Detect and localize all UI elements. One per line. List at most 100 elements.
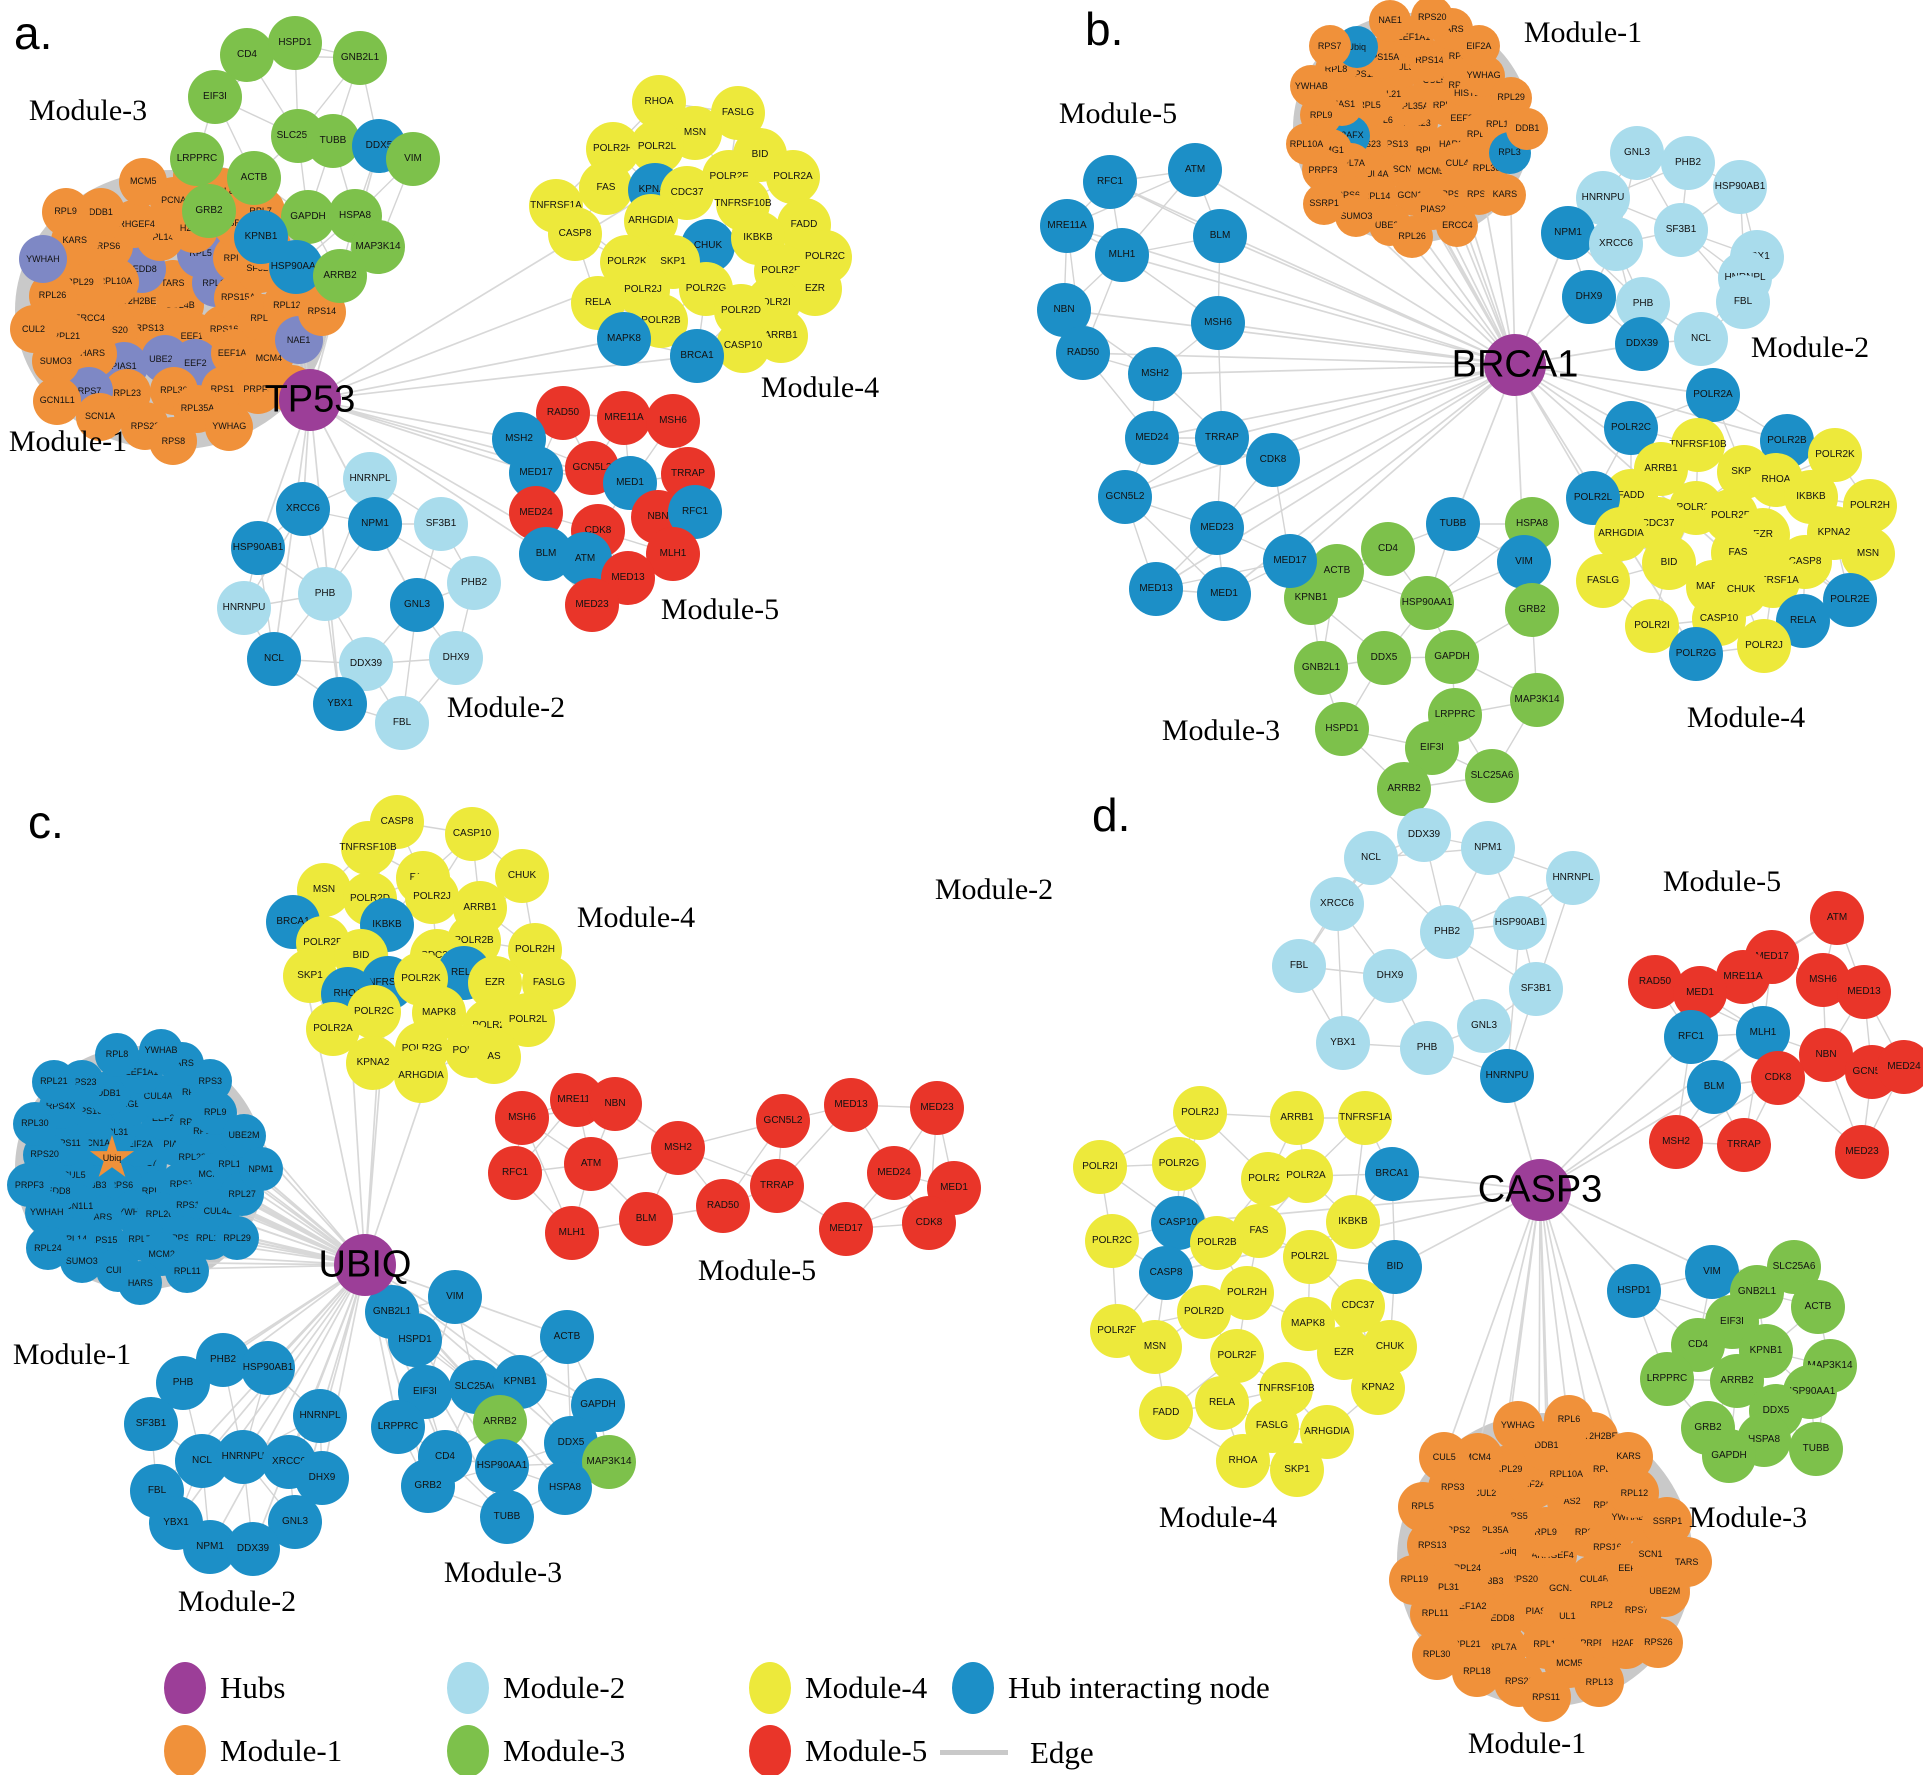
network-node[interactable]: NBN — [588, 1077, 642, 1131]
network-node[interactable]: POLR2B — [1190, 1216, 1244, 1270]
network-node[interactable]: TRRAP — [1717, 1118, 1771, 1172]
network-node[interactable]: NCL — [1344, 831, 1398, 885]
network-node[interactable]: MED17 — [1263, 534, 1317, 588]
network-node[interactable]: RPL8 — [95, 1032, 139, 1077]
network-node[interactable]: DDX5 — [1357, 631, 1411, 685]
network-node[interactable]: POLR2G — [1669, 627, 1723, 681]
network-node[interactable]: POLR2L — [1283, 1230, 1337, 1284]
network-node[interactable]: POLR2A — [1279, 1149, 1333, 1203]
network-node[interactable]: KARS — [1483, 173, 1526, 216]
network-node[interactable]: MED13 — [824, 1078, 878, 1132]
network-node[interactable]: HSPD1 — [268, 16, 322, 70]
network-node[interactable]: RPL10A — [1285, 123, 1328, 166]
network-node[interactable]: POLR2A — [766, 150, 820, 204]
network-node[interactable]: PRPF3 — [7, 1163, 52, 1208]
network-node[interactable]: XRCC6 — [1589, 217, 1643, 271]
network-node[interactable]: YWHAB — [139, 1028, 184, 1073]
network-node[interactable]: RPS20 — [1411, 0, 1454, 39]
network-node[interactable]: CUL2 — [9, 305, 58, 354]
network-node[interactable]: FAS — [579, 161, 633, 215]
network-node[interactable]: GRB2 — [182, 184, 236, 238]
network-node[interactable]: POLR2J — [1173, 1086, 1227, 1140]
network-node[interactable]: RPS3 — [188, 1059, 233, 1104]
network-node[interactable]: SF3B1 — [1654, 203, 1708, 257]
network-node[interactable]: TUBB — [1426, 497, 1480, 551]
network-node[interactable]: VIM — [1497, 535, 1551, 589]
network-node[interactable]: GNL3 — [1457, 999, 1511, 1053]
network-node[interactable]: LRPPRC — [371, 1400, 425, 1454]
network-node[interactable]: MSN — [1128, 1320, 1182, 1374]
network-node[interactable]: RPL9 — [41, 187, 90, 236]
network-node[interactable]: ARRB2 — [313, 249, 367, 303]
network-node[interactable]: POLR2E — [1823, 573, 1877, 627]
network-node[interactable]: HNRNPL — [293, 1389, 347, 1443]
network-node[interactable]: GAPDH — [281, 190, 335, 244]
network-node[interactable]: MSH2 — [1128, 347, 1182, 401]
network-node[interactable]: ACTB — [227, 151, 281, 205]
network-node[interactable]: SKP1 — [1270, 1443, 1324, 1497]
network-node[interactable]: RPS8 — [149, 417, 198, 466]
network-node[interactable]: ARRB1 — [1270, 1091, 1324, 1145]
network-node[interactable]: ACTB — [1310, 544, 1364, 598]
network-node[interactable]: MSH6 — [646, 394, 700, 448]
network-node[interactable]: TRRAP — [750, 1159, 804, 1213]
network-node[interactable]: POLR2D — [1177, 1285, 1231, 1339]
network-node[interactable]: CDK8 — [1246, 433, 1300, 487]
network-node[interactable]: CASP10 — [716, 319, 770, 373]
network-node[interactable]: ATM — [1168, 143, 1222, 197]
network-node[interactable]: RPL30 — [1411, 1629, 1462, 1680]
network-node[interactable]: GAPDH — [1425, 630, 1479, 684]
network-node[interactable]: RPL19 — [1389, 1554, 1440, 1605]
network-node[interactable]: GNB2L1 — [1294, 641, 1348, 695]
hub-node[interactable] — [279, 369, 341, 431]
hub-node[interactable] — [1509, 1159, 1571, 1221]
network-node[interactable]: LRPPRC — [170, 132, 224, 186]
network-node[interactable]: MRE11A — [1040, 199, 1094, 253]
network-node[interactable]: RPL21 — [31, 1059, 76, 1104]
hub-node[interactable] — [334, 1234, 396, 1296]
network-node[interactable]: KPNA2 — [346, 1036, 400, 1090]
network-node[interactable]: FADD — [1139, 1386, 1193, 1440]
network-node[interactable]: SF3B1 — [124, 1397, 178, 1451]
network-node[interactable]: SF3B1 — [414, 497, 468, 551]
network-node[interactable]: PHB2 — [447, 556, 501, 610]
network-node[interactable]: HNRNPU — [216, 1430, 270, 1484]
network-node[interactable]: FASLG — [522, 956, 576, 1010]
network-node[interactable]: POLR2F — [1210, 1329, 1264, 1383]
network-node[interactable]: BRCA1 — [670, 329, 724, 383]
network-node[interactable]: MLH1 — [545, 1206, 599, 1260]
network-node[interactable]: PHB2 — [1420, 905, 1474, 959]
network-node[interactable]: CD4 — [1361, 522, 1415, 576]
network-node[interactable]: HSPD1 — [388, 1313, 442, 1367]
network-node[interactable]: RPS11 — [1521, 1672, 1572, 1723]
network-node[interactable]: POLR2G — [1152, 1137, 1206, 1191]
network-node[interactable]: MSN — [1841, 527, 1895, 581]
network-node[interactable]: CUL5 — [1419, 1432, 1470, 1483]
network-node[interactable]: EIF3I — [398, 1365, 452, 1419]
network-node[interactable]: FASLG — [1576, 554, 1630, 608]
network-node[interactable]: POLR2J — [1737, 619, 1791, 673]
network-node[interactable]: TNFRSF10B — [339, 821, 397, 875]
network-node[interactable]: MRE11A — [1716, 950, 1770, 1004]
network-node[interactable]: NPM1 — [1541, 206, 1595, 260]
network-node[interactable]: EIF2A — [1457, 25, 1500, 68]
network-node[interactable]: KARS — [1603, 1431, 1654, 1482]
network-node[interactable]: HSPD1 — [1315, 702, 1369, 756]
network-node[interactable]: MLH1 — [646, 527, 700, 581]
network-node[interactable]: RAD50 — [1056, 326, 1110, 380]
network-node[interactable]: IKBKB — [1326, 1195, 1380, 1249]
network-node[interactable]: HSP90AB1 — [241, 1341, 295, 1395]
network-node[interactable]: RPL26 — [1391, 215, 1434, 258]
network-node[interactable]: DDB1 — [76, 188, 125, 237]
network-node[interactable]: MED1 — [1197, 567, 1251, 621]
network-node[interactable]: FBL — [1272, 939, 1326, 993]
network-node[interactable]: RPS7 — [1308, 25, 1351, 68]
network-node[interactable]: GAPDH — [1702, 1429, 1756, 1483]
network-node[interactable]: RFC1 — [488, 1146, 542, 1200]
network-node[interactable]: SLC25A6 — [1465, 749, 1519, 803]
network-node[interactable]: NBN — [1799, 1028, 1853, 1082]
network-node[interactable]: MED1 — [927, 1161, 981, 1215]
network-node[interactable]: CASP8 — [1139, 1246, 1193, 1300]
network-node[interactable]: RPL13 — [1574, 1657, 1625, 1708]
network-node[interactable]: GRB2 — [1505, 583, 1559, 637]
